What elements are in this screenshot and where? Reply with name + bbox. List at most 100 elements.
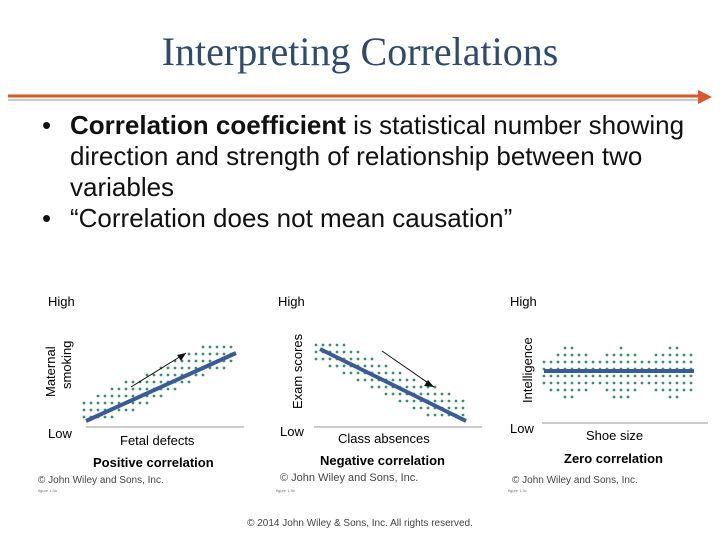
scatter-dot (661, 353, 665, 357)
scatter-dot (675, 381, 679, 385)
title-underline-arrow (8, 90, 712, 104)
scatter-dot (314, 343, 318, 347)
slide-title: Interpreting Correlations (161, 29, 559, 74)
scatter-dot (412, 378, 416, 382)
scatter-dot (328, 357, 332, 361)
scatter-dot (563, 360, 567, 364)
scatter-dot (675, 395, 679, 399)
scatter-dot (640, 381, 644, 385)
scatter-dot (166, 387, 170, 391)
scatter-dot (96, 394, 100, 398)
scatter-dot (668, 388, 672, 392)
scatter-dot (440, 399, 444, 403)
scatter-dot (398, 371, 402, 375)
scatter-dot (145, 380, 149, 384)
scatter-dot (556, 381, 560, 385)
scatter-dot (440, 392, 444, 396)
scatter-dot (82, 401, 86, 405)
scatter-dot (159, 394, 163, 398)
scatter-dot (110, 387, 114, 391)
scatter-dot (145, 401, 149, 405)
scatter-dot (612, 388, 616, 392)
scatter-dot (187, 366, 191, 370)
scatter-dot (563, 381, 567, 385)
scatter-dot (370, 385, 374, 389)
scatter-dot (377, 371, 381, 375)
bullet-list: • Correlation coefficient is statistical… (42, 110, 702, 234)
scatter-dot (145, 387, 149, 391)
scatter-dot (187, 359, 191, 363)
scatter-dot (356, 378, 360, 382)
scatter-dot (426, 392, 430, 396)
direction-arrow (130, 352, 187, 388)
figure-copyright: © John Wiley and Sons, Inc. (38, 475, 164, 486)
scatter-dot (187, 380, 191, 384)
scatter-dot (159, 380, 163, 384)
scatter-dot (591, 381, 595, 385)
scatter-dot (626, 353, 630, 357)
scatter-dot (321, 357, 325, 361)
scatter-dot (682, 381, 686, 385)
axis-low-label: Low (48, 426, 72, 441)
scatter-dot (384, 371, 388, 375)
figure-reference: figure 1.3b (276, 488, 296, 493)
scatter-dot (419, 392, 423, 396)
scatter-dot (117, 394, 121, 398)
scatter-dot (549, 360, 553, 364)
bullet-text: “Correlation does not mean causation” (70, 203, 513, 233)
scatter-dot (412, 399, 416, 403)
scatter-dot (159, 373, 163, 377)
figure-caption: Zero correlation (564, 451, 663, 466)
scatter-dot (682, 374, 686, 378)
bullet-dot: • (42, 203, 52, 233)
scatter-dot (619, 388, 623, 392)
scatter-dot (619, 353, 623, 357)
scatter-dot (542, 374, 546, 378)
x-axis-label: Class absences (338, 431, 430, 446)
scatter-dot (570, 395, 574, 399)
scatter-dot (668, 353, 672, 357)
scatter-dot (145, 373, 149, 377)
scatter-dot (682, 360, 686, 364)
scatter-dot (668, 374, 672, 378)
scatter-dot (668, 346, 672, 350)
scatter-dot (124, 394, 128, 398)
scatter-dot (377, 364, 381, 368)
scatter-dot (349, 371, 353, 375)
scatter-dot (173, 373, 177, 377)
scatter-dot (549, 381, 553, 385)
bullet-item: • Correlation coefficient is statistical… (42, 110, 702, 203)
scatter-dot (619, 374, 623, 378)
axis-high-label: High (278, 294, 305, 309)
y-axis-label: smoking (59, 341, 74, 389)
scatter-dot (405, 378, 409, 382)
scatter-dot (563, 395, 567, 399)
scatter-dot (166, 373, 170, 377)
scatter-dot (384, 392, 388, 396)
scatter-dot (668, 395, 672, 399)
y-axis-label: Maternal (43, 346, 58, 397)
scatter-dot (342, 371, 346, 375)
x-axis-label: Shoe size (586, 428, 643, 443)
scatter-dot (640, 360, 644, 364)
scatter-dot (342, 350, 346, 354)
y-axis-label: Exam scores (290, 333, 305, 409)
scatter-dot (215, 366, 219, 370)
scatter-dot (577, 353, 581, 357)
scatter-dot (461, 399, 465, 403)
scatter-dot (222, 366, 226, 370)
scatter-dot (633, 353, 637, 357)
scatter-dot (549, 388, 553, 392)
scatter-dot (370, 364, 374, 368)
scatter-dot (577, 360, 581, 364)
scatter-dot (426, 413, 430, 417)
bullet-item: • “Correlation does not mean causation” (42, 203, 702, 234)
scatter-dot (668, 360, 672, 364)
scatter-dot (640, 374, 644, 378)
scatter-dots (82, 345, 233, 419)
scatter-dot (591, 374, 595, 378)
scatter-dot (612, 374, 616, 378)
scatter-dot (633, 374, 637, 378)
scatter-dot (612, 353, 616, 357)
scatter-dot (577, 374, 581, 378)
